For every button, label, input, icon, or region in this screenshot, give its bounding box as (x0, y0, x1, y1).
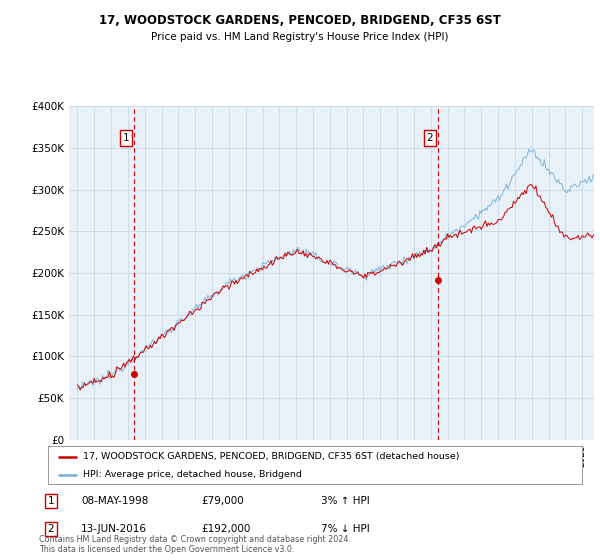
Text: 17, WOODSTOCK GARDENS, PENCOED, BRIDGEND, CF35 6ST (detached house): 17, WOODSTOCK GARDENS, PENCOED, BRIDGEND… (83, 452, 459, 461)
Text: HPI: Average price, detached house, Bridgend: HPI: Average price, detached house, Brid… (83, 470, 302, 479)
Text: 7% ↓ HPI: 7% ↓ HPI (321, 524, 370, 534)
Text: 17, WOODSTOCK GARDENS, PENCOED, BRIDGEND, CF35 6ST: 17, WOODSTOCK GARDENS, PENCOED, BRIDGEND… (99, 14, 501, 27)
Text: £192,000: £192,000 (201, 524, 250, 534)
Text: 1: 1 (122, 133, 129, 143)
Text: 3% ↑ HPI: 3% ↑ HPI (321, 496, 370, 506)
Text: 2: 2 (427, 133, 433, 143)
Text: 2: 2 (47, 524, 55, 534)
Text: Contains HM Land Registry data © Crown copyright and database right 2024.
This d: Contains HM Land Registry data © Crown c… (39, 535, 351, 554)
Text: 13-JUN-2016: 13-JUN-2016 (81, 524, 147, 534)
Text: 1: 1 (47, 496, 55, 506)
Text: £79,000: £79,000 (201, 496, 244, 506)
Text: Price paid vs. HM Land Registry's House Price Index (HPI): Price paid vs. HM Land Registry's House … (151, 32, 449, 42)
Text: 08-MAY-1998: 08-MAY-1998 (81, 496, 148, 506)
